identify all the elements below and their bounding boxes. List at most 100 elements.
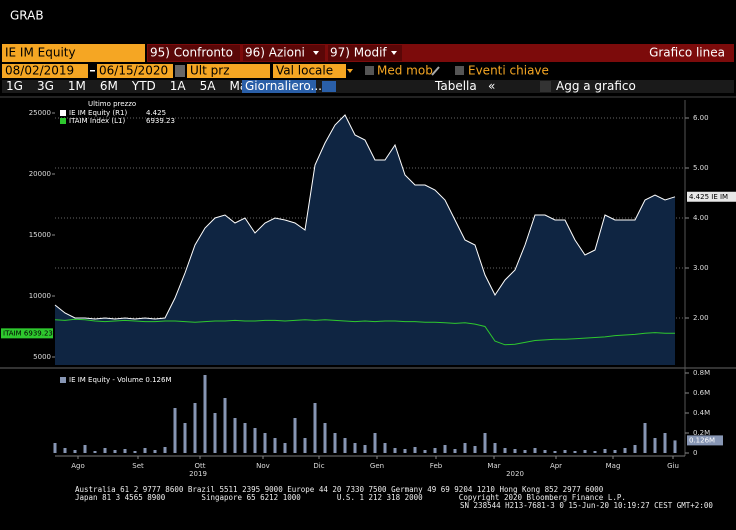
footer-line: Australia 61 2 9777 8600 Brazil 5511 239… <box>75 485 604 494</box>
volume-bar <box>503 448 507 453</box>
volume-bar <box>233 418 237 453</box>
volume-bar <box>603 449 607 453</box>
area <box>55 115 675 365</box>
checkbox[interactable] <box>365 66 374 75</box>
last-value-tag-text: ITAIM 6939.23 <box>3 329 53 337</box>
period-button[interactable]: 3G <box>37 79 54 93</box>
year-label: 2019 <box>189 470 207 478</box>
y2-tick-label: 6.00 <box>693 114 709 122</box>
period-button[interactable]: 1M <box>68 79 86 93</box>
period-button[interactable]: 1G <box>6 79 23 93</box>
volume-bar <box>113 450 117 453</box>
menu-button[interactable] <box>243 45 325 61</box>
field-select[interactable] <box>187 64 270 78</box>
security-field[interactable] <box>2 44 145 62</box>
x-tick-label: Mag <box>606 462 621 470</box>
volume-bar <box>613 450 617 453</box>
volume-bar <box>103 448 107 453</box>
legend-label: ITAIM Index (L1) <box>69 117 125 125</box>
date-field[interactable] <box>97 64 173 78</box>
last-value-tag-text: 0.126M <box>689 436 715 444</box>
volume-bar <box>493 443 497 453</box>
frequency[interactable]: Giornaliero... <box>245 79 322 93</box>
volume-bar <box>133 451 137 453</box>
volume-bar <box>513 449 517 453</box>
y-tick-label: 5000 <box>33 353 51 361</box>
y2-tick-label: 3.00 <box>693 264 709 272</box>
volume-bar <box>633 445 637 453</box>
calendar-icon[interactable] <box>175 65 185 77</box>
volume-bar <box>673 440 677 453</box>
footer-line: Japan 81 3 4565 8900 Singapore 65 6212 1… <box>75 493 626 502</box>
period-button[interactable]: 1A <box>170 79 187 93</box>
currency-select[interactable] <box>273 64 346 78</box>
legend-swatch <box>60 118 66 124</box>
line <box>54 114 676 320</box>
collapse-button[interactable]: « <box>488 79 495 93</box>
dropdown-arrow <box>391 51 397 55</box>
y-tick-label: 20000 <box>29 170 51 178</box>
volume-bar <box>173 408 177 453</box>
volume-bar <box>523 450 527 453</box>
volume-bar <box>293 418 297 453</box>
menu-item[interactable]: 96) Azioni <box>245 46 305 60</box>
add-icon[interactable] <box>540 81 551 92</box>
dropdown-arrow <box>313 51 319 55</box>
volume-bar <box>253 428 257 453</box>
volume-bar <box>623 448 627 453</box>
volume-bar <box>323 423 327 453</box>
volume-bar <box>563 450 567 453</box>
edit-icon[interactable] <box>431 66 440 76</box>
table-button[interactable]: Tabella <box>434 79 477 93</box>
volume-bar <box>463 443 467 453</box>
volume-bar <box>183 423 187 453</box>
volume-bar <box>433 448 437 453</box>
menu-button[interactable] <box>148 45 240 61</box>
x-tick-label: Set <box>132 462 144 470</box>
chart-icon[interactable] <box>322 81 336 92</box>
legend-value: 6939.23 <box>146 117 175 125</box>
volume-bar <box>333 433 337 453</box>
check-label: Eventi chiave <box>468 64 549 78</box>
menu-item[interactable]: 95) Confronto <box>150 46 233 60</box>
x-tick-label: Apr <box>550 462 562 470</box>
volume-bar <box>423 450 427 453</box>
last-value-tag <box>687 191 736 202</box>
y-tick-label: 0.6M <box>693 389 710 397</box>
volume-bar <box>63 448 67 453</box>
year-label: 2020 <box>506 470 524 478</box>
volume-bar <box>203 375 207 453</box>
period-button[interactable]: YTD <box>131 79 156 93</box>
volume-bar <box>193 403 197 453</box>
menu-item[interactable]: 97) Modif <box>330 46 387 60</box>
volume-bar <box>213 413 217 453</box>
menu-button[interactable] <box>328 45 402 61</box>
period-button[interactable]: 5A <box>200 79 217 93</box>
y-tick-label: 15000 <box>29 231 51 239</box>
volume-bar <box>373 433 377 453</box>
y-tick-label: 0.4M <box>693 409 710 417</box>
charts: 2.00 3.00 4.00 5.00 6.00 5000 10000 15000 20000 2… <box>1 100 736 478</box>
start-date: 08/02/2019 <box>5 64 74 78</box>
volume-bar <box>353 443 357 453</box>
volume-bar <box>643 423 647 453</box>
volume-bar <box>363 445 367 453</box>
volume-bar <box>573 451 577 453</box>
add-button[interactable]: Agg a grafico <box>556 79 636 93</box>
frequency-button[interactable] <box>242 80 316 93</box>
volume-bar <box>303 438 307 453</box>
volume-bar <box>403 449 407 453</box>
y2-tick-label: 2.00 <box>693 314 709 322</box>
volume-bar <box>393 448 397 453</box>
date-field[interactable] <box>2 64 88 78</box>
y-tick-label: 0.8M <box>693 369 710 377</box>
checkbox[interactable] <box>455 66 464 75</box>
x-tick-label: Ago <box>71 462 85 470</box>
currency: Val locale <box>276 64 333 78</box>
period-button[interactable]: 6M <box>100 79 118 93</box>
y-tick-label: 0.2M <box>693 429 710 437</box>
x-tick-label: Gen <box>370 462 384 470</box>
check-label: Med mob <box>377 64 433 78</box>
volume-bar <box>593 451 597 453</box>
